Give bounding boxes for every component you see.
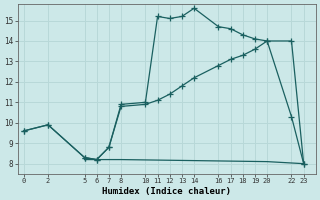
X-axis label: Humidex (Indice chaleur): Humidex (Indice chaleur) [102,187,231,196]
